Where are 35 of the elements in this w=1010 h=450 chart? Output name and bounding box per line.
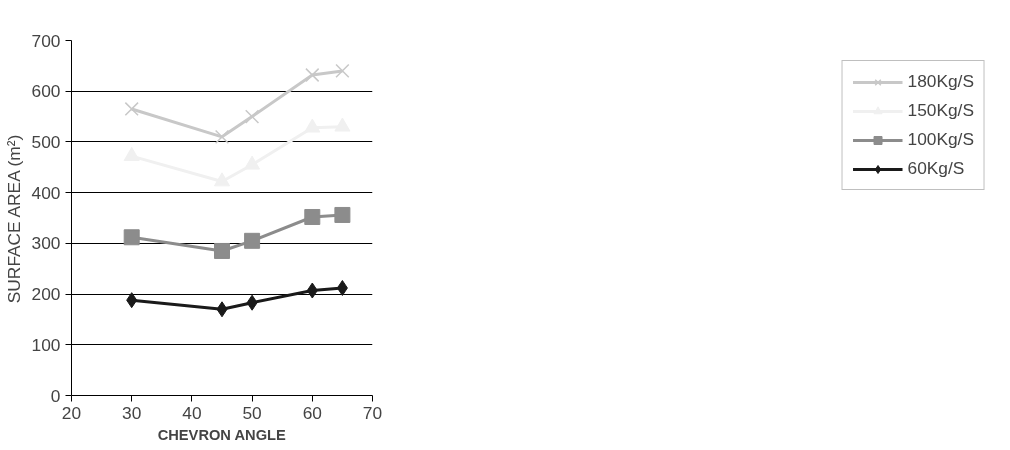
legend-label: 60Kg/S (907, 158, 965, 179)
legend-label: 100Kg/S (907, 129, 974, 150)
legend-label: 180Kg/S (907, 71, 974, 92)
point (306, 282, 318, 299)
y-tick-label: 600 (31, 81, 61, 102)
legend-label: 150Kg/S (907, 100, 974, 121)
x-tick-label: 70 (362, 402, 383, 423)
y-tick-label: 0 (50, 385, 61, 406)
y-tick-label: 200 (31, 284, 61, 305)
point (244, 109, 260, 124)
point (336, 279, 348, 296)
x-tick-label: 50 (242, 402, 262, 423)
x-tick-label: 30 (122, 402, 142, 423)
point (124, 101, 139, 117)
point (216, 301, 228, 318)
point (214, 242, 230, 259)
y-axis-title: SURFACE AREA (m²) (3, 134, 24, 304)
point (334, 206, 351, 223)
point (123, 229, 140, 246)
y-tick-label: 400 (31, 182, 61, 203)
x-axis-title: CHEVRON ANGLE (157, 426, 287, 443)
y-tick-label: 300 (31, 233, 61, 254)
point (304, 208, 321, 225)
y-tick-label: 500 (31, 131, 61, 152)
point (335, 63, 350, 79)
x-tick-label: 60 (302, 402, 322, 423)
point (214, 129, 230, 144)
x-tick-label: 40 (182, 402, 202, 423)
y-tick-label: 100 (31, 334, 61, 355)
x-tick-label: 20 (61, 402, 82, 423)
y-tick-label: 700 (31, 30, 61, 51)
point (244, 232, 261, 249)
point (246, 294, 258, 311)
point (305, 67, 320, 83)
point (126, 292, 138, 309)
